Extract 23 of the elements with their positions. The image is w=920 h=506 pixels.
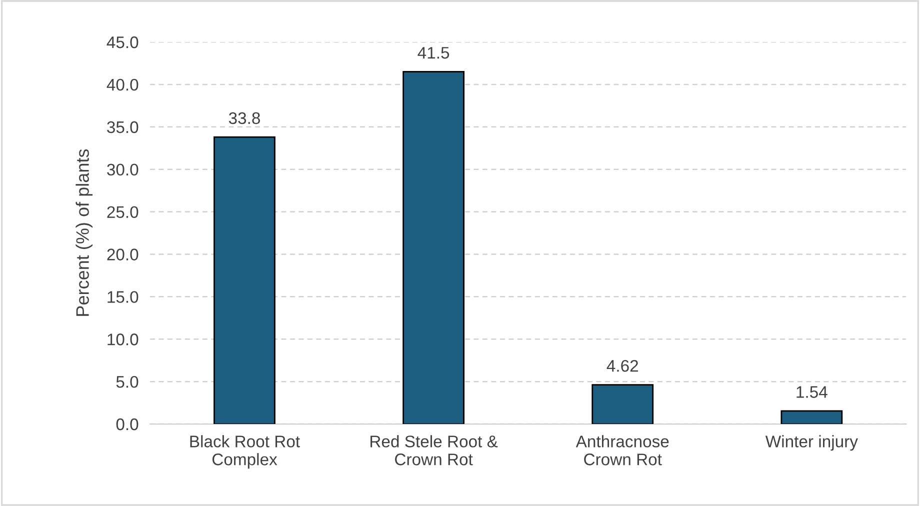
x-tick-label: Winter injury [765, 435, 858, 451]
bar [780, 410, 843, 424]
y-tick-label: 35.0 [107, 121, 138, 134]
y-tick-label: 15.0 [108, 291, 138, 303]
y-axis-title: Percent (%) of plants [76, 149, 93, 316]
bar [214, 136, 276, 424]
y-tick-label: 25.0 [107, 206, 138, 218]
data-label: 4.62 [606, 360, 638, 372]
x-tick-label: Red Stele Root & Crown Rot [370, 435, 498, 466]
y-tick-label: 40.0 [106, 78, 138, 91]
x-tick-label: Anthracnose Crown Rot [576, 435, 669, 466]
y-tick-label: 5.0 [116, 376, 138, 388]
data-label: 1.54 [796, 386, 828, 398]
y-tick-label: 0.0 [116, 418, 138, 430]
y-tick-label: 45.0 [106, 36, 138, 48]
bar [592, 384, 654, 424]
y-tick-label: 10.0 [108, 334, 138, 346]
data-label: 33.8 [228, 112, 260, 124]
y-tick-label: 30.0 [107, 164, 138, 176]
y-tick-label: 20.0 [107, 248, 138, 260]
bar [402, 71, 464, 424]
data-label: 41.5 [418, 47, 450, 59]
x-tick-label: Black Root Rot Complex [190, 435, 300, 469]
